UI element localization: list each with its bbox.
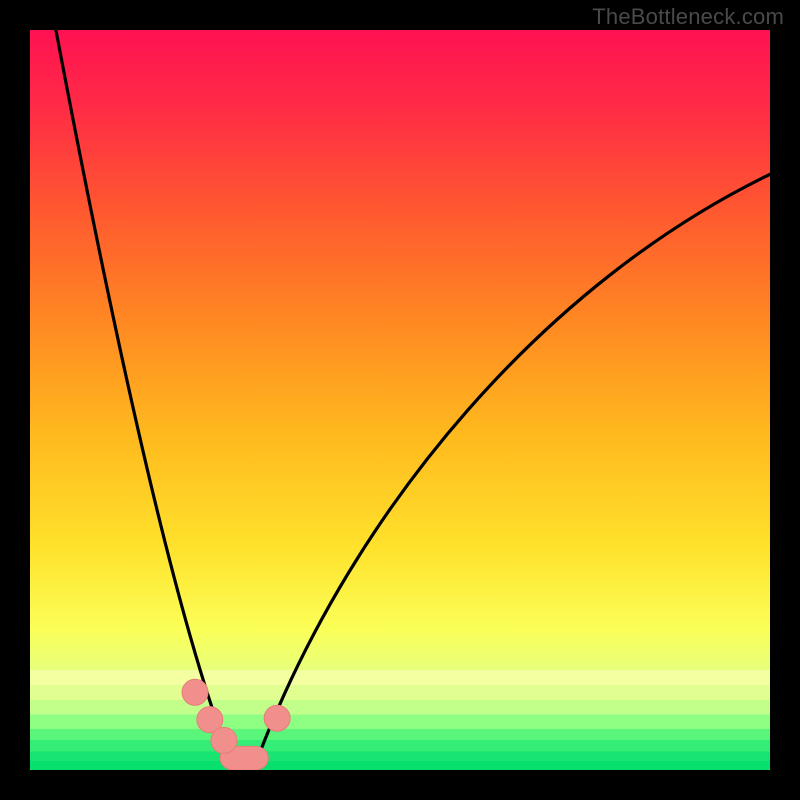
gradient-band	[30, 740, 770, 751]
gradient-band	[30, 715, 770, 730]
watermark-text: TheBottleneck.com	[592, 4, 784, 30]
gradient-band	[30, 761, 770, 770]
chart-frame	[30, 30, 770, 770]
gradient-band	[30, 685, 770, 700]
gradient-band	[30, 700, 770, 715]
gradient-band	[30, 670, 770, 685]
gradient-band	[30, 729, 770, 740]
gradient-band	[30, 752, 770, 762]
gradient-background	[30, 30, 770, 770]
